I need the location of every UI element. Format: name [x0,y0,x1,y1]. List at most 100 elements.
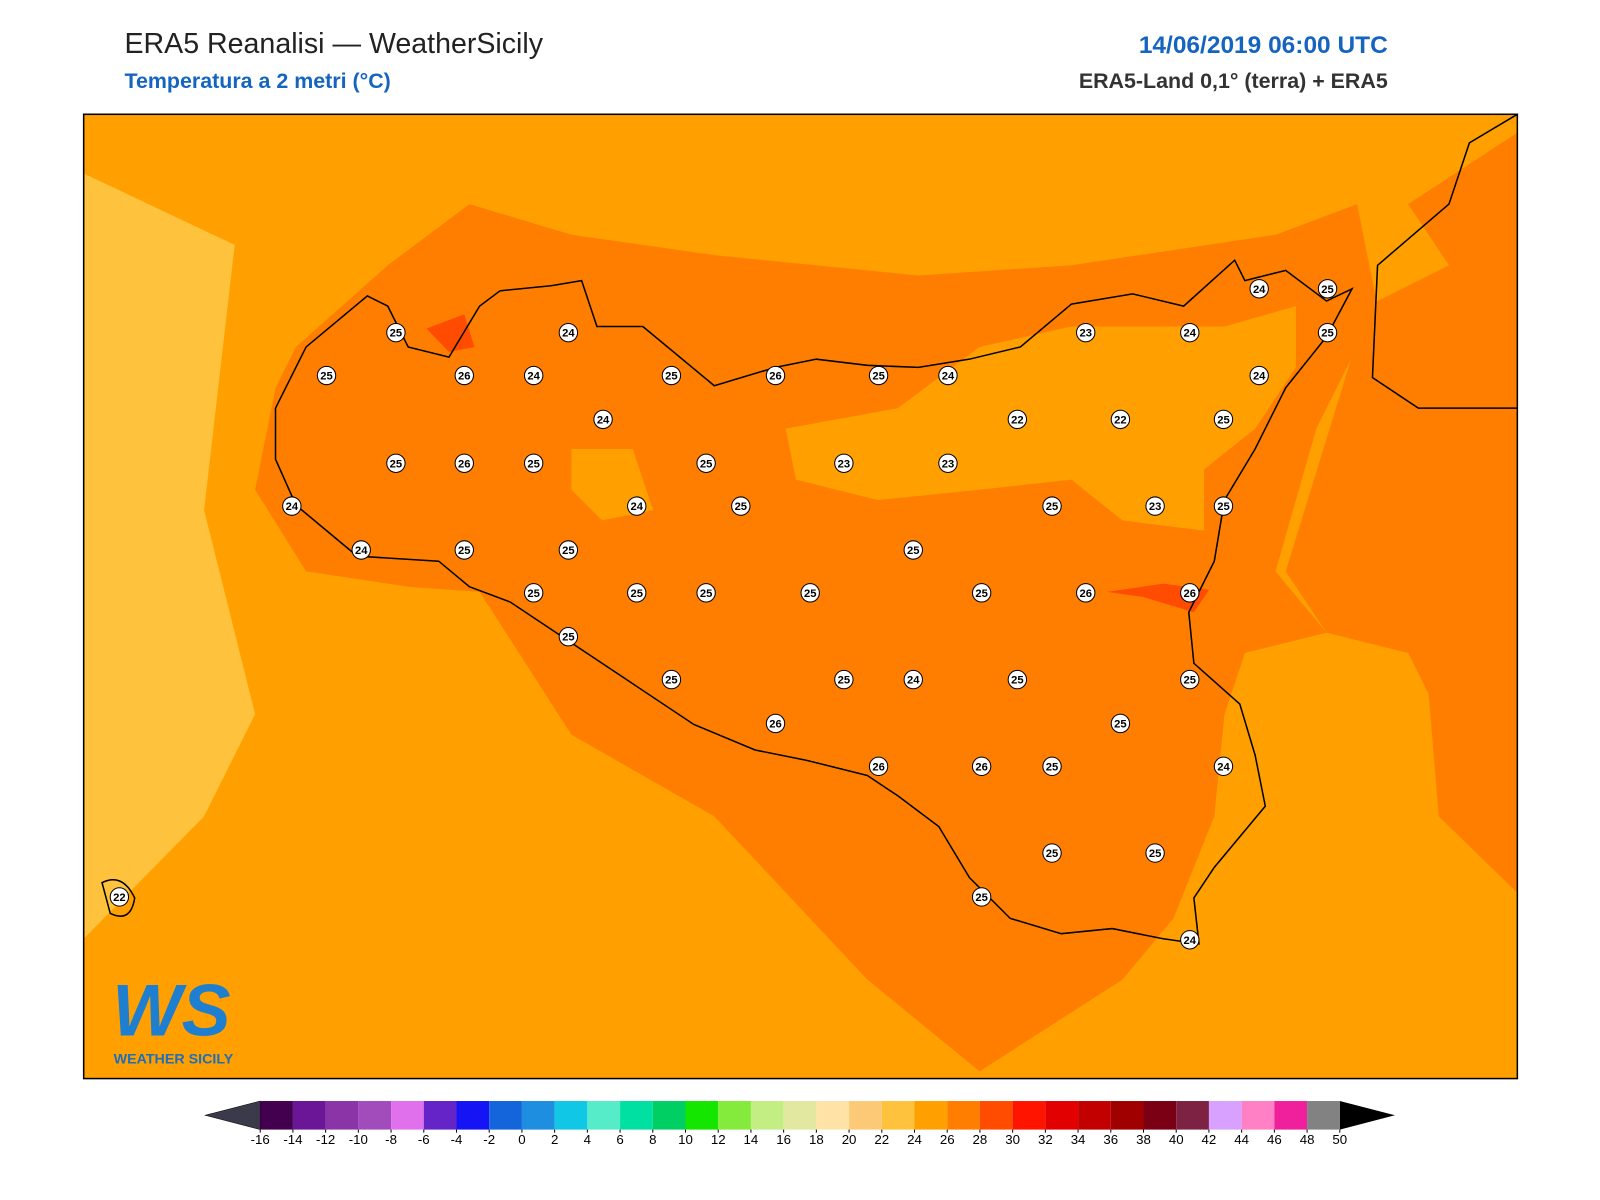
colorbar-segment [1045,1101,1079,1130]
station-value: 25 [1184,675,1196,687]
station-marker [731,496,751,516]
colorbar-segment [881,1101,915,1130]
station-value: 25 [320,370,332,382]
station-value: 25 [1217,501,1229,513]
station-marker [696,453,716,473]
colorbar-tick-label: 2 [551,1132,558,1147]
station-value: 24 [562,328,575,340]
station-value: 25 [804,588,816,600]
station-value: 24 [630,501,643,513]
colorbar-segment [1143,1101,1177,1130]
station-marker [765,713,786,734]
station-marker [627,583,647,603]
colorbar-segment [1208,1101,1242,1130]
station-marker [1042,756,1062,777]
colorbar-under [204,1100,261,1130]
colorbar-tick-label: 22 [874,1132,889,1147]
station-value: 25 [1321,328,1333,340]
colorbar-segment [489,1101,522,1130]
colorbar-tick-label: -8 [385,1132,397,1147]
station-value: 26 [872,761,884,773]
colorbar-tick-label: -2 [483,1132,495,1147]
colorbar-segment [391,1101,424,1130]
colorbar-segment [554,1101,588,1130]
colorbar-tick-label: 38 [1136,1132,1151,1147]
station-marker [971,887,992,907]
colorbar-tick-label: 36 [1103,1132,1118,1147]
station-marker [454,540,474,560]
station-marker [1213,409,1234,430]
station-value: 23 [1149,501,1161,513]
colorbar-segment [587,1101,621,1130]
station-marker [868,365,889,386]
station-marker [1180,669,1200,690]
colorbar-segment [1110,1101,1144,1130]
station-value: 25 [665,370,677,382]
station-marker [386,322,406,343]
field-26-28 [426,314,475,353]
colorbar-segment [456,1101,490,1130]
colorbar-segment [325,1101,359,1130]
station-marker [800,583,820,603]
station-value: 22 [113,892,125,904]
logo-mark: WS [112,969,230,1052]
station-value: 25 [527,458,539,470]
colorbar-segment [1078,1101,1111,1130]
station-marker [1317,279,1338,299]
station-value: 25 [1046,761,1058,773]
station-marker [351,540,371,560]
colorbar-over [1339,1101,1395,1130]
field-20-22 [83,173,256,939]
station-value: 24 [1184,935,1197,947]
station-marker [558,322,579,343]
colorbar-segment [292,1101,326,1130]
station-value: 25 [1011,675,1023,687]
station-marker [1249,279,1269,299]
station-value: 25 [390,458,402,470]
station-marker [1180,322,1200,343]
station-value: 25 [630,588,642,600]
station-marker [868,756,889,777]
station-value: 25 [1046,848,1058,860]
colorbar-segment [423,1101,457,1130]
station-value: 26 [458,458,470,470]
station-value: 25 [700,588,712,600]
station-value: 24 [597,414,610,426]
station-value: 23 [838,458,850,470]
colorbar-tick-label: 50 [1332,1132,1347,1147]
station-marker [1145,496,1165,516]
colorbar-segment [652,1101,686,1130]
station-marker [971,756,992,777]
colorbar-tick-label: -4 [451,1132,463,1147]
colorbar-tick-label: 10 [678,1132,693,1147]
station-value: 26 [458,370,470,382]
colorbar-tick-label: 26 [940,1132,955,1147]
station-marker [1042,843,1062,863]
colorbar-tick-label: 28 [973,1132,988,1147]
calabria-coast [1371,113,1518,409]
colorbar-tick-label: 32 [1038,1132,1053,1147]
station-marker [1076,322,1096,343]
colorbar-segment [718,1101,751,1130]
colorbar-tick-label: 6 [616,1132,623,1147]
colorbar-segment [849,1101,882,1130]
colorbar-tick-label: 42 [1202,1132,1217,1147]
colorbar-tick-label: 46 [1267,1132,1282,1147]
station-value: 25 [562,632,574,644]
station-value: 26 [1184,588,1196,600]
station-marker [627,496,647,516]
station-marker [523,583,544,603]
station-value: 25 [838,675,850,687]
colorbar-tick-label: 18 [809,1132,824,1147]
station-marker [834,669,854,690]
colorbar-segment [1176,1101,1209,1130]
colorbar-tick-label: 8 [649,1132,656,1147]
colorbar-segment [521,1101,555,1130]
station-marker [903,540,923,560]
station-marker [593,409,613,430]
temperature-field [83,114,1518,1079]
station-marker [109,887,130,907]
title: ERA5 Reanalisi — WeatherSicily [124,28,543,60]
station-marker [1249,365,1269,386]
